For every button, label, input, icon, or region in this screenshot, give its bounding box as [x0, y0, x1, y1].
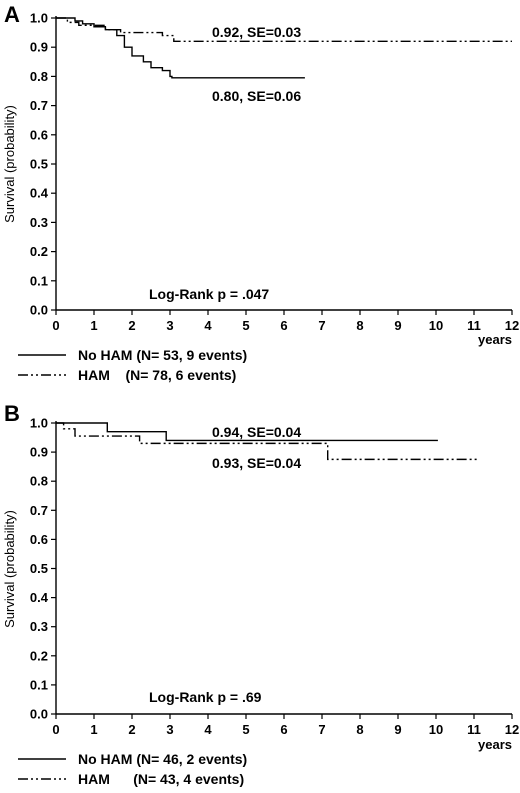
- panel-b-curves: [56, 422, 478, 461]
- panel-a-y-tick-label: 0.5: [30, 157, 48, 172]
- panel-b-x-tick-label: 2: [128, 722, 135, 737]
- panel-a-y-tick-label: 0.1: [30, 273, 48, 288]
- panel-a-ham-estimate: 0.92, SE=0.03: [212, 24, 301, 40]
- panel-a-x-tick-label: 6: [280, 318, 287, 333]
- panel-b-axes: 0.00.10.20.30.40.50.60.70.80.91.00 1 2 3 4 5 6…: [30, 416, 519, 738]
- panel-b-y-tick-label: 0.4: [30, 590, 49, 605]
- panel-a-x-tick-label: 3: [166, 318, 173, 333]
- panel-a-y-tick-label: 0.3: [30, 215, 48, 230]
- panel-b-y-tick-label: 0.9: [30, 445, 48, 460]
- panel-a-y-tick-label: 0.8: [30, 69, 48, 84]
- panel-b-x-tick-label: 8: [356, 722, 363, 737]
- panel-b-x-tick-label: 1: [90, 722, 97, 737]
- panel-b-x-tick-label: 6: [280, 722, 287, 737]
- panel-b-x-tick-label: 3: [166, 722, 173, 737]
- panel-b-x-tick-label: 7: [318, 722, 325, 737]
- panel-b-y-tick-label: 1.0: [30, 416, 48, 431]
- panel-b-x-axis-label: years: [478, 737, 512, 752]
- panel-b-x-tick-label: 5: [242, 722, 249, 737]
- panel-b-legend: No HAM (N= 46, 2 events) HAM (N= 43, 4 e…: [18, 751, 247, 787]
- legend-a-noham-label: No HAM (N= 53, 9 events): [78, 347, 247, 363]
- panel-b-x-tick-label: 4: [204, 722, 212, 737]
- panel-b-y-tick-label: 0.7: [30, 503, 48, 518]
- panel-b-logrank: Log-Rank p = .69: [149, 689, 262, 705]
- panel-b-y-tick-label: 0.6: [30, 532, 48, 547]
- panel-b-x-tick-label: 9: [394, 722, 401, 737]
- panel-b-y-tick-label: 0.0: [30, 707, 48, 722]
- panel-b-y-tick-label: 0.8: [30, 474, 48, 489]
- legend-b-noham-label: No HAM (N= 46, 2 events): [78, 751, 247, 767]
- panel-a-y-tick-label: 0.7: [30, 98, 48, 113]
- panel-b-curve-ham: [56, 422, 478, 461]
- panel-a-x-tick-label: 11: [467, 318, 481, 333]
- panel-a-x-axis-label: years: [478, 332, 512, 347]
- panel-a-x-tick-label: 2: [128, 318, 135, 333]
- panel-a-legend: No HAM (N= 53, 9 events) HAM (N= 78, 6 e…: [18, 347, 247, 383]
- panel-a-logrank: Log-Rank p = .047: [149, 286, 269, 302]
- panel-a-x-tick-label: 4: [204, 318, 212, 333]
- panel-b-x-tick-label: 0: [52, 722, 59, 737]
- panel-a-curves: [56, 17, 512, 79]
- panel-a-letter: A: [4, 2, 20, 27]
- panel-b-y-tick-label: 0.3: [30, 619, 48, 634]
- panel-a-y-axis-label: Survival (probability): [2, 105, 17, 223]
- panel-b-y-tick-label: 0.2: [30, 648, 48, 663]
- panel-b-y-axis-label: Survival (probability): [2, 510, 17, 628]
- panel-a-y-tick-label: 0.6: [30, 127, 48, 142]
- panel-b-letter: B: [4, 401, 20, 426]
- legend-b-ham-label: HAM (N= 43, 4 events): [78, 771, 244, 787]
- panel-a-y-tick-label: 0.2: [30, 244, 48, 259]
- panel-a: A Survival (probability) 0.0 0.1 0.2 0.3 0.4…: [2, 2, 519, 383]
- legend-a-ham-label: HAM (N= 78, 6 events): [78, 367, 236, 383]
- panel-a-x-tick-label: 8: [356, 318, 363, 333]
- panel-b-curve-no-ham: [56, 422, 438, 442]
- panel-b-y-tick-label: 0.5: [30, 561, 48, 576]
- panel-b-x-tick-label: 11: [467, 722, 481, 737]
- panel-a-y-tick-label: 0.4: [30, 186, 49, 201]
- panel-a-x-tick-label: 7: [318, 318, 325, 333]
- panel-a-noham-estimate: 0.80, SE=0.06: [212, 88, 301, 104]
- panel-b-noham-estimate: 0.94, SE=0.04: [212, 424, 301, 440]
- panel-a-x-tick-label: 9: [394, 318, 401, 333]
- panel-a-axes: 0.00.10.20.30.40.50.60.70.80.91.00 1 2 3 4 5 6…: [30, 11, 519, 334]
- panel-a-x-tick-label: 5: [242, 318, 249, 333]
- panel-b: B Survival (probability) 0.0 0.1 0.2 0.3 0.4…: [2, 401, 519, 787]
- panel-a-curve-no-ham: [56, 17, 305, 79]
- panel-a-y-tick-label: 1.0: [30, 11, 48, 26]
- panel-b-y-tick-label: 0.1: [30, 677, 48, 692]
- panel-b-x-tick-label: 12: [505, 722, 519, 737]
- panel-a-x-tick-label: 0: [52, 318, 59, 333]
- panel-b-ham-estimate: 0.93, SE=0.04: [212, 455, 301, 471]
- panel-a-x-tick-label: 12: [505, 318, 519, 333]
- panel-b-x-tick-label: 10: [429, 722, 443, 737]
- panel-a-x-tick-label: 1: [90, 318, 97, 333]
- panel-a-curve-ham: [56, 17, 512, 43]
- panel-a-y-tick-label: 0.9: [30, 40, 48, 55]
- panel-a-y-tick-label: 0.0: [30, 303, 48, 318]
- panel-a-x-tick-label: 10: [429, 318, 443, 333]
